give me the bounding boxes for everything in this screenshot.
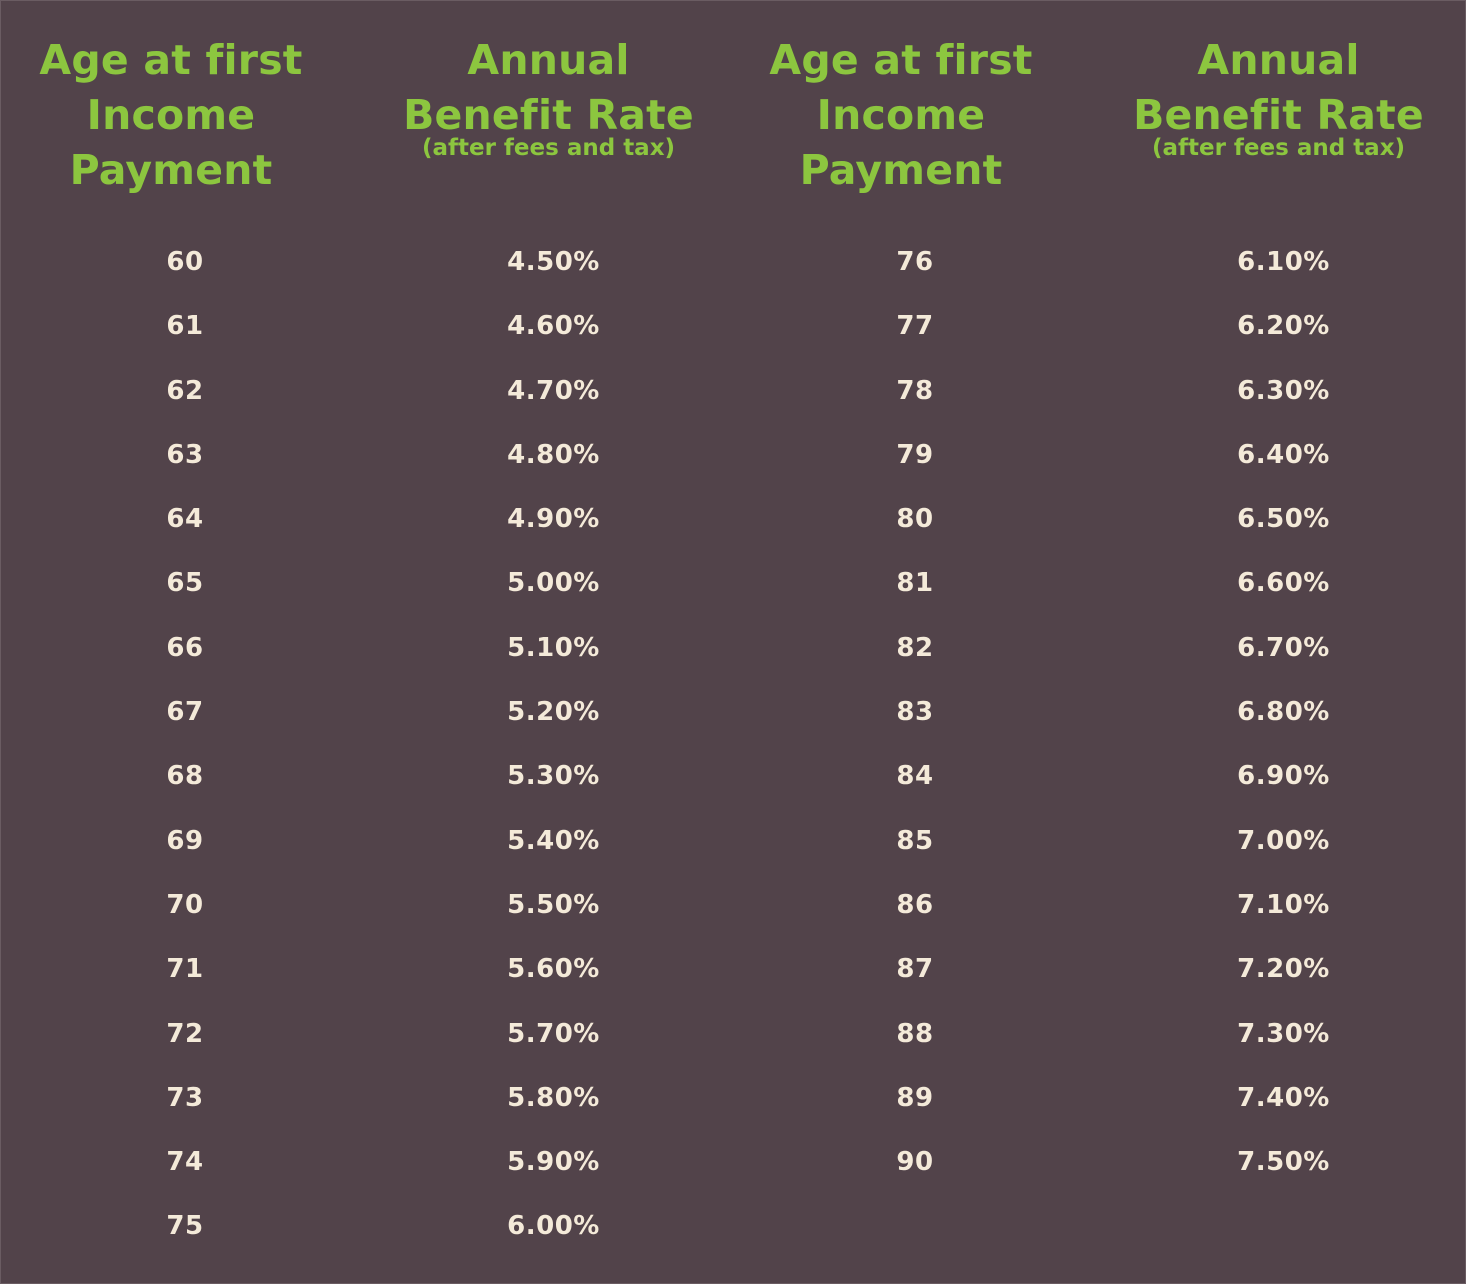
rate-header-line-2: Benefit Rate [403, 91, 694, 139]
age-cell: 86 [896, 889, 934, 920]
age-header-line-2: Income [816, 91, 986, 139]
right-rate-column: Annual Benefit Rate (after fees and tax)… [1091, 1, 1466, 1177]
left-age-column: Age at first Income Payment 60 61 62 63 64 65… [1, 1, 341, 1241]
rate-cell: 7.30% [1237, 1018, 1330, 1049]
rate-cell: 7.00% [1237, 825, 1330, 856]
age-cell: 90 [896, 1147, 934, 1178]
rate-cell: 5.70% [507, 1018, 600, 1049]
right-age-header: Age at first Income Payment [741, 1, 1061, 227]
age-header-line-2: Income [86, 91, 256, 139]
rate-cell: 5.00% [507, 568, 600, 599]
rate-cell: 6.20% [1237, 311, 1330, 342]
age-cell: 67 [166, 697, 204, 728]
age-header-line-3: Payment [69, 146, 273, 194]
age-header-line-1: Age at first [39, 36, 303, 84]
age-cell: 79 [896, 439, 934, 470]
age-cell: 73 [166, 1082, 204, 1113]
rate-cell: 4.80% [507, 439, 600, 470]
age-cell: 66 [166, 632, 204, 663]
age-cell: 69 [166, 825, 204, 856]
age-cell: 70 [166, 889, 204, 920]
rate-cell: 7.10% [1237, 889, 1330, 920]
rate-header-line-1: Annual [1197, 36, 1360, 84]
left-age-header: Age at first Income Payment [1, 1, 341, 227]
age-cell: 74 [166, 1147, 204, 1178]
rate-cell: 4.70% [507, 375, 600, 406]
rate-cell: 7.40% [1237, 1082, 1330, 1113]
age-cell: 78 [896, 375, 934, 406]
age-cell: 63 [166, 439, 204, 470]
age-cell: 65 [166, 568, 204, 599]
age-cell: 62 [166, 375, 204, 406]
rate-cell: 6.10% [1237, 247, 1330, 277]
rate-cell: 7.20% [1237, 954, 1330, 985]
right-rate-cells: 6.10% 6.20% 6.30% 6.40% 6.50% 6.60% 6.70% 6.80%… [1091, 230, 1466, 1194]
rate-cell: 5.20% [507, 697, 600, 728]
age-cell: 89 [896, 1082, 934, 1113]
left-age-cells: 60 61 62 63 64 65 66 67 68 69 70 71 72 73 74 75 [1, 230, 341, 1259]
rate-cell: 5.50% [507, 889, 600, 920]
age-cell: 83 [896, 697, 934, 728]
rate-cell: 6.60% [1237, 568, 1330, 599]
rate-cell: 7.50% [1237, 1147, 1330, 1178]
rate-cell: 5.40% [507, 825, 600, 856]
age-cell: 61 [166, 311, 204, 342]
age-cell: 71 [166, 954, 204, 985]
age-cell: 68 [166, 761, 204, 792]
rate-cell: 6.90% [1237, 761, 1330, 792]
age-header-line-1: Age at first [769, 36, 1033, 84]
right-age-cells: 76 77 78 79 80 81 82 83 84 85 86 87 88 89 90 [741, 230, 1061, 1194]
rate-cell: 6.40% [1237, 439, 1330, 470]
rate-cell: 4.60% [507, 311, 600, 342]
left-rate-cells: 4.50% 4.60% 4.70% 4.80% 4.90% 5.00% 5.10% 5.20%… [361, 230, 736, 1259]
age-cell: 80 [896, 504, 934, 535]
age-cell: 75 [166, 1211, 204, 1242]
age-cell: 88 [896, 1018, 934, 1049]
rate-header-note: (after fees and tax) [1151, 135, 1406, 161]
rate-cell: 6.50% [1237, 504, 1330, 535]
rate-cell: 6.00% [507, 1211, 600, 1242]
rate-header-line-1: Annual [467, 36, 630, 84]
right-age-column: Age at first Income Payment 76 77 78 79 80 81… [741, 1, 1061, 1177]
rate-cell: 4.50% [507, 247, 600, 277]
rate-cell: 4.90% [507, 504, 600, 535]
rate-cell: 5.80% [507, 1082, 600, 1113]
age-header-line-3: Payment [799, 146, 1003, 194]
left-rate-header: Annual Benefit Rate (after fees and tax) [361, 1, 736, 227]
rate-cell: 5.60% [507, 954, 600, 985]
rate-cell: 6.30% [1237, 375, 1330, 406]
age-cell: 84 [896, 761, 934, 792]
left-rate-column: Annual Benefit Rate (after fees and tax)… [361, 1, 736, 1241]
rate-cell: 6.80% [1237, 697, 1330, 728]
rate-cell: 5.90% [507, 1147, 600, 1178]
age-cell: 76 [896, 247, 934, 277]
rate-header-note: (after fees and tax) [421, 135, 676, 161]
age-cell: 60 [166, 247, 204, 277]
age-cell: 72 [166, 1018, 204, 1049]
age-cell: 81 [896, 568, 934, 599]
age-cell: 77 [896, 311, 934, 342]
age-cell: 64 [166, 504, 204, 535]
right-rate-header: Annual Benefit Rate (after fees and tax) [1091, 1, 1466, 227]
rate-header-line-2: Benefit Rate [1133, 91, 1424, 139]
age-cell: 85 [896, 825, 934, 856]
rate-cell: 6.70% [1237, 632, 1330, 663]
age-cell: 82 [896, 632, 934, 663]
rate-cell: 5.30% [507, 761, 600, 792]
age-cell: 87 [896, 954, 934, 985]
rate-cell: 5.10% [507, 632, 600, 663]
